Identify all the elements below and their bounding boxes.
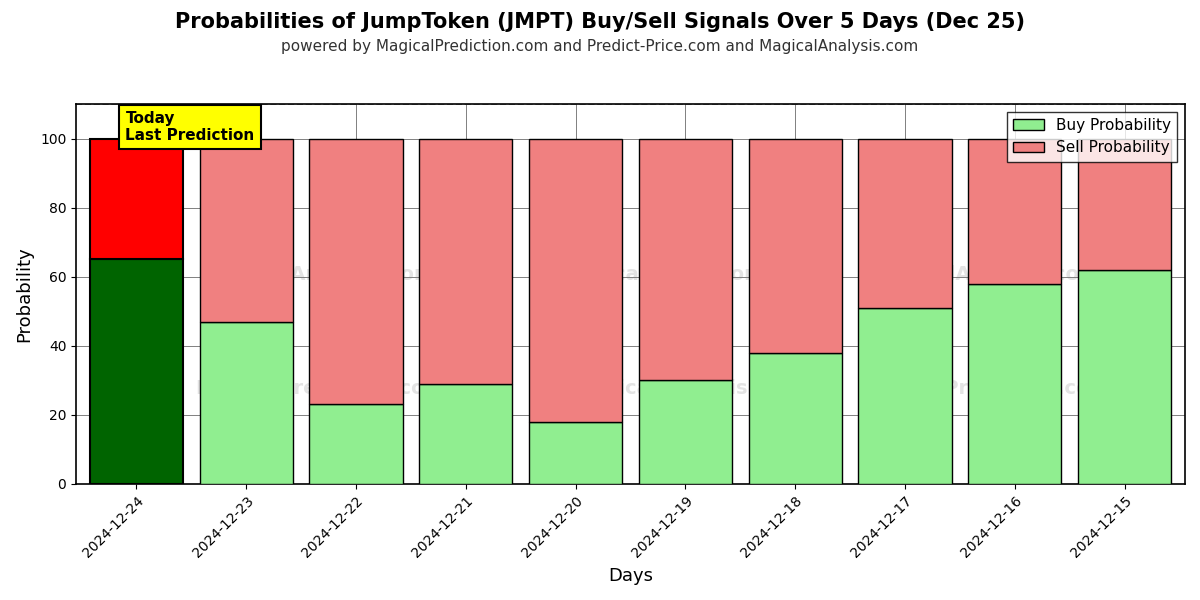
Bar xyxy=(638,380,732,484)
Text: MagicalAnalysis.com: MagicalAnalysis.com xyxy=(871,265,1099,284)
Bar xyxy=(419,383,512,484)
Bar xyxy=(858,308,952,484)
Legend: Buy Probability, Sell Probability: Buy Probability, Sell Probability xyxy=(1007,112,1177,161)
Bar xyxy=(749,353,842,484)
Bar xyxy=(199,139,293,322)
Y-axis label: Probability: Probability xyxy=(14,246,32,342)
Bar xyxy=(199,322,293,484)
Text: MagicalAnalysis.com: MagicalAnalysis.com xyxy=(572,379,800,398)
Bar xyxy=(1078,139,1171,270)
Text: MagicalPrediction.com: MagicalPrediction.com xyxy=(196,379,445,398)
Bar xyxy=(310,139,403,404)
Text: MagicalAnalysis.com: MagicalAnalysis.com xyxy=(206,265,434,284)
Bar xyxy=(749,139,842,353)
Bar xyxy=(90,259,184,484)
Bar xyxy=(968,284,1062,484)
Text: Today
Last Prediction: Today Last Prediction xyxy=(126,111,254,143)
Bar xyxy=(529,422,623,484)
Bar xyxy=(1078,270,1171,484)
Bar xyxy=(419,139,512,383)
Bar xyxy=(638,139,732,380)
Bar xyxy=(858,139,952,308)
Bar xyxy=(90,139,184,259)
Text: powered by MagicalPrediction.com and Predict-Price.com and MagicalAnalysis.com: powered by MagicalPrediction.com and Pre… xyxy=(281,39,919,54)
Bar xyxy=(529,139,623,422)
Text: MagicalPrediction.com: MagicalPrediction.com xyxy=(860,379,1110,398)
X-axis label: Days: Days xyxy=(608,567,653,585)
Bar xyxy=(968,139,1062,284)
Text: Probabilities of JumpToken (JMPT) Buy/Sell Signals Over 5 Days (Dec 25): Probabilities of JumpToken (JMPT) Buy/Se… xyxy=(175,12,1025,32)
Text: MagicalPrediction.com: MagicalPrediction.com xyxy=(562,265,811,284)
Bar xyxy=(310,404,403,484)
